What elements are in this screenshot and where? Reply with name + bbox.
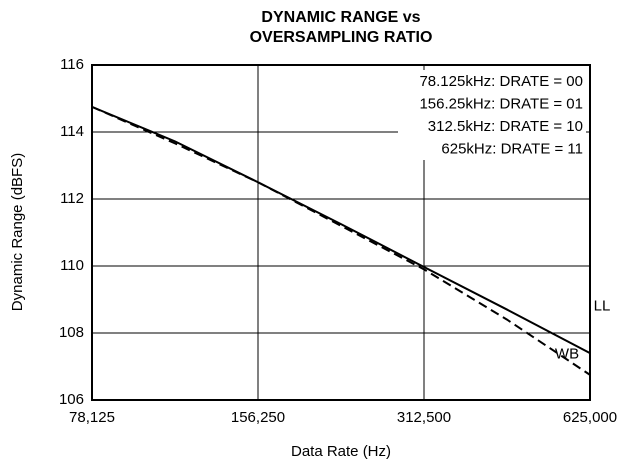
note: 625kHz: DRATE = 11 bbox=[441, 140, 583, 157]
y-tick-label: 106 bbox=[59, 391, 84, 408]
y-axis-label: Dynamic Range (dBFS) bbox=[9, 153, 26, 311]
note: 78.125kHz: DRATE = 00 bbox=[419, 73, 583, 90]
y-tick-label: 110 bbox=[60, 257, 84, 274]
x-tick-label: 312,500 bbox=[397, 409, 451, 426]
series-label: LL bbox=[594, 298, 611, 315]
x-tick-label: 78,125 bbox=[69, 409, 115, 426]
note: 312.5kHz: DRATE = 10 bbox=[428, 118, 583, 135]
plot-frame bbox=[91, 64, 591, 401]
y-tick-label: 114 bbox=[60, 123, 84, 140]
notes-background bbox=[398, 70, 586, 160]
y-tick-label: 112 bbox=[60, 190, 84, 207]
y-tick-label: 116 bbox=[60, 56, 84, 73]
y-tick-label: 108 bbox=[59, 324, 84, 341]
note: 156.25kHz: DRATE = 01 bbox=[419, 95, 583, 112]
chart-title: DYNAMIC RANGE vs bbox=[261, 9, 420, 26]
x-axis-label: Data Rate (Hz) bbox=[291, 443, 391, 460]
series-line bbox=[91, 105, 591, 376]
x-tick-label: 156,250 bbox=[231, 409, 285, 426]
x-tick-label: 625,000 bbox=[563, 409, 617, 426]
series-label: WB bbox=[555, 346, 579, 363]
chart-title: OVERSAMPLING RATIO bbox=[250, 29, 433, 46]
series-line bbox=[91, 105, 591, 354]
